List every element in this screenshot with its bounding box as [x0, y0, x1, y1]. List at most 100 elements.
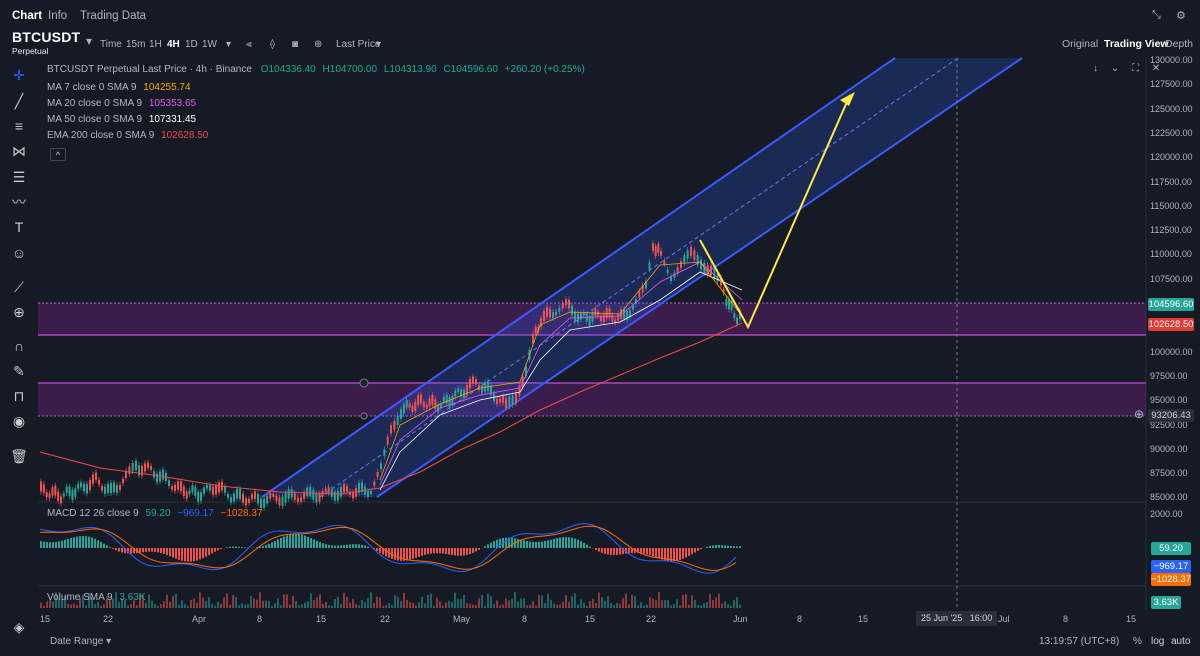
eye-icon[interactable]: ◉	[12, 413, 26, 429]
macd-line-badge: −969.17	[1151, 560, 1191, 573]
price-type-select[interactable]: Last Price	[336, 39, 381, 50]
log-toggle[interactable]: log	[1151, 636, 1165, 647]
legend-low: L104313.90	[383, 64, 437, 75]
date-tick: May	[453, 614, 471, 624]
tf-1h[interactable]: 1H	[149, 39, 162, 50]
volume-bars	[40, 592, 741, 608]
zoom-icon[interactable]: ⊕	[13, 304, 25, 320]
price-tick: 120000.00	[1150, 152, 1193, 163]
pencil-lock-icon[interactable]: ✎	[13, 363, 25, 379]
date-tick: 22	[646, 614, 657, 624]
price-tick: 112500.00	[1150, 225, 1192, 236]
camera-icon[interactable]: ◙	[292, 39, 299, 50]
price-tick: 90000.00	[1150, 443, 1188, 454]
macd-line-value: −969.17	[177, 508, 214, 519]
trash-icon[interactable]: 🗑	[10, 448, 28, 464]
tf-15m[interactable]: 15m	[126, 39, 146, 50]
magnet-icon[interactable]: ∩	[13, 338, 25, 354]
candle-type-icon[interactable]: ⫷	[246, 39, 252, 50]
price-tick: 95000.00	[1150, 395, 1188, 406]
date-tick: 22	[103, 614, 114, 624]
view-trading-view[interactable]: Trading View	[1104, 38, 1169, 50]
drawing-toolbar: ✛ ╱ ≡ ⋈ ☰ 〰 T ☺ ⟋ ⊕ ∩ ✎ ⊓ ◉ 🗑 ◈	[0, 62, 38, 656]
ma20-value: 105353.65	[148, 98, 197, 109]
collapse-pane-icon[interactable]: ⌄	[1110, 63, 1120, 74]
support-zone	[38, 383, 1146, 416]
date-tick: Apr	[192, 614, 207, 624]
macd-hist-badge: 59.20	[1151, 542, 1191, 555]
price-type-dropdown-icon[interactable]: ▾	[376, 39, 382, 50]
top-tabs: Chart Info Trading Data ⤡ ⚙	[0, 0, 1200, 32]
crosshair-icon[interactable]: ✛	[13, 67, 25, 83]
view-depth[interactable]: Depth	[1165, 38, 1194, 50]
price-tick: 92500.00	[1150, 419, 1188, 430]
legend-ma50[interactable]: MA 50 close 0 SMA 9 107331.45	[47, 114, 196, 125]
price-tick: 117500.00	[1150, 176, 1192, 187]
legend-collapse-button[interactable]: ^	[50, 148, 66, 161]
date-tick: 15	[1126, 614, 1137, 624]
price-tick: 97500.00	[1150, 370, 1188, 381]
arrow-down-icon[interactable]: ↓	[1093, 63, 1098, 74]
price-tick: 130000.00	[1150, 55, 1193, 65]
price-tick: 125000.00	[1150, 103, 1193, 114]
symbol-dropdown-icon[interactable]: ▾	[86, 34, 93, 48]
lock-icon[interactable]: ⊓	[13, 388, 25, 404]
ma20-label: MA 20 close 0 SMA 9	[47, 98, 143, 109]
symbol-subtitle: Perpetual	[12, 46, 49, 56]
ruler-icon[interactable]: ⟋	[14, 279, 24, 295]
settings-icon[interactable]: ⚙	[1176, 10, 1186, 22]
horizontal-lines-icon[interactable]: ≡	[14, 118, 24, 134]
more-timeframes-icon[interactable]: ▾	[226, 39, 232, 50]
macd-label: MACD 12 26 close 9	[47, 508, 139, 519]
legend-ma20[interactable]: MA 20 close 0 SMA 9 105353.65	[47, 98, 196, 109]
volume-label: Volume SMA 9	[47, 592, 113, 603]
pitchfork-icon[interactable]: ⋈	[12, 143, 26, 159]
ema200-label: EMA 200 close 0 SMA 9	[47, 130, 155, 141]
close-icon[interactable]: ✕	[1151, 63, 1161, 74]
tf-4h[interactable]: 4H	[167, 39, 180, 50]
volume-value: 3.63K	[119, 592, 146, 603]
layers-icon[interactable]: ◈	[13, 619, 25, 635]
maximize-icon[interactable]: ⛶	[1131, 63, 1139, 74]
tab-trading-data[interactable]: Trading Data	[80, 10, 147, 22]
indicators-icon[interactable]: ⟠	[270, 39, 275, 50]
auto-toggle[interactable]: auto	[1171, 636, 1191, 647]
ma7-value: 104255.74	[143, 82, 191, 93]
add-icon[interactable]: ⊕	[314, 39, 323, 50]
legend-high: H104700.00	[322, 64, 378, 75]
tf-1d[interactable]: 1D	[185, 39, 198, 50]
date-tick: 8	[257, 614, 263, 624]
price-tick: 110000.00	[1150, 249, 1192, 260]
chart-toolbar: BTCUSDT Perpetual ▾ Time 15m 1H 4H 1D 1W…	[0, 28, 1200, 60]
view-original[interactable]: Original	[1062, 38, 1099, 50]
trendline-icon[interactable]: ╱	[14, 93, 24, 109]
date-tick: 15	[585, 614, 596, 624]
legend-ema200[interactable]: EMA 200 close 0 SMA 9 102628.50	[47, 130, 208, 141]
macd-hist-value: 59.20	[145, 508, 171, 519]
chart-pane-controls: ↓ ⌄ ⛶ ✕	[1093, 63, 1160, 74]
date-range-button[interactable]: Date Range ▾	[50, 636, 112, 647]
collapse-icon[interactable]: ⤡	[1152, 9, 1161, 21]
date-tick: 22	[380, 614, 391, 624]
volume-legend[interactable]: Volume SMA 9 3.63K	[47, 592, 146, 603]
volume-badge: 3.63K	[1151, 596, 1181, 609]
tab-info[interactable]: Info	[48, 10, 68, 22]
pattern-icon[interactable]: 〰	[12, 194, 26, 210]
fib-icon[interactable]: ☰	[12, 169, 26, 185]
symbol-name[interactable]: BTCUSDT	[12, 29, 81, 45]
emoji-icon[interactable]: ☺	[11, 245, 27, 261]
tab-chart[interactable]: Chart	[12, 10, 43, 22]
macd-legend[interactable]: MACD 12 26 close 9 59.20 −969.17 −1028.3…	[47, 508, 263, 519]
time-button[interactable]: Time	[100, 39, 122, 50]
macd-axis-top: 2000.00	[1150, 509, 1183, 519]
add-alert-icon[interactable]: ⊕	[1134, 407, 1145, 421]
tf-1w[interactable]: 1W	[202, 39, 217, 50]
price-tick: 127500.00	[1150, 79, 1193, 90]
price-tick: 115000.00	[1150, 200, 1192, 211]
text-icon[interactable]: T	[14, 219, 24, 235]
legend-ma7[interactable]: MA 7 close 0 SMA 9 104255.74	[47, 82, 191, 93]
legend-title: BTCUSDT Perpetual Last Price · 4h · Bina…	[47, 64, 252, 75]
date-tick: 15	[316, 614, 327, 624]
percent-toggle[interactable]: %	[1133, 636, 1142, 647]
